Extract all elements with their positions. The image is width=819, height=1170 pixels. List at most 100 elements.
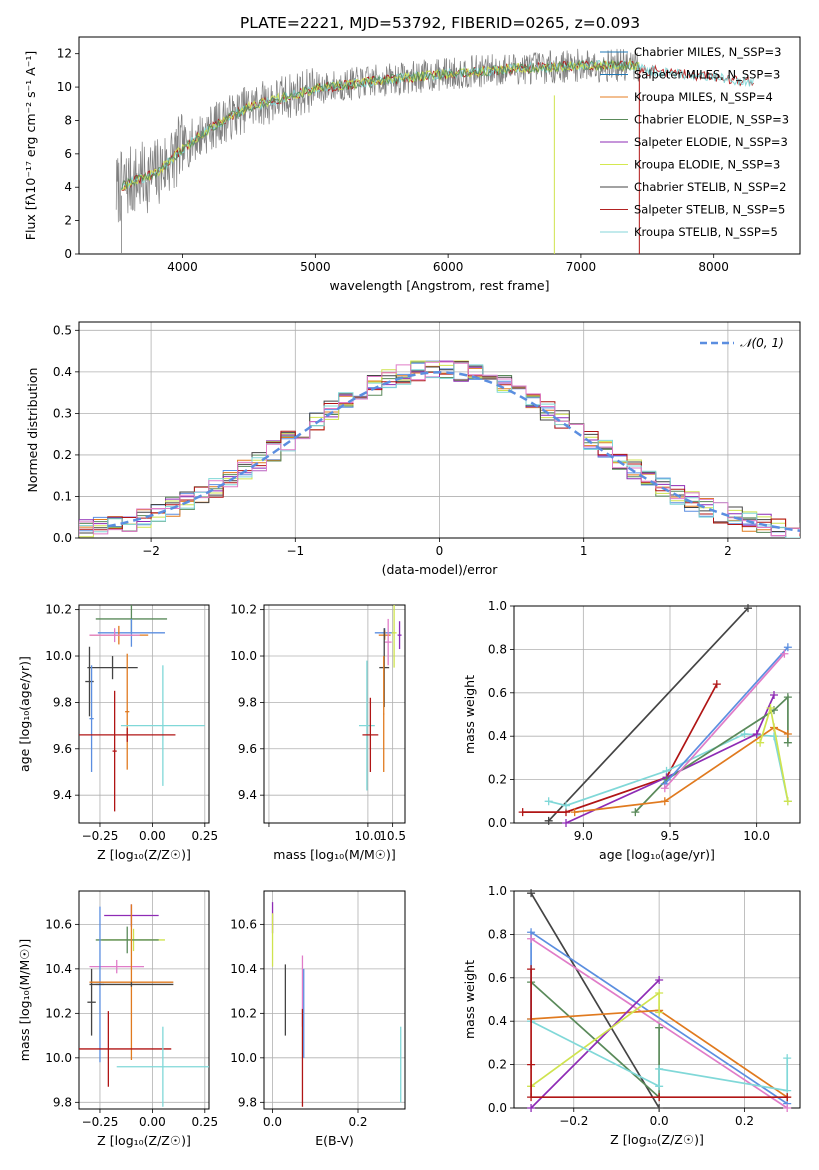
x-tick-label: 10.0 [743, 829, 770, 843]
y-tick-label: 10.0 [230, 649, 257, 663]
y-tick-label: 10.2 [45, 1006, 72, 1020]
weight-series-line [664, 653, 786, 789]
legend-entry: Salpeter MILES, N_SSP=3 [634, 68, 780, 82]
weight-marker [783, 693, 792, 702]
y-tick-label: 10.2 [230, 603, 257, 617]
spectrum-panel: 4000 5000 6000 7000 8000 0 2 4 6 8 10 12 wavelength … [23, 36, 801, 293]
legend-entry: Salpeter STELIB, N_SSP=5 [634, 203, 785, 217]
weight-marker [655, 1093, 664, 1102]
y-tick-label: 9.8 [53, 695, 72, 709]
weight-vs-metallicity-panel: −0.2 0.0 0.2 0.0 0.2 0.4 0.6 0.8 1.0 Z [log₁₀(Z/Z… [462, 884, 801, 1147]
weight-marker [655, 1082, 664, 1091]
x-tick-label: 0.0 [650, 1114, 669, 1128]
x-axis-label: E(B-V) [315, 1133, 354, 1148]
weight-series-line [759, 707, 789, 802]
legend-entry: Chabrier MILES, N_SSP=3 [634, 45, 781, 59]
x-tick-label: 0.25 [191, 829, 218, 843]
weight-series-line [548, 607, 749, 822]
x-tick-label: 9.5 [660, 829, 679, 843]
x-tick-label: 4000 [167, 260, 198, 274]
axes-frame [78, 890, 210, 1110]
y-tick-label: 1.0 [488, 884, 507, 898]
x-tick-label: 2 [724, 544, 732, 558]
y-tick-label: 10.4 [230, 962, 257, 976]
x-axis-label: wavelength [Angstrom, rest frame] [329, 278, 549, 293]
weight-series-line [565, 694, 775, 824]
x-tick-label: 7000 [566, 260, 597, 274]
plot-area [79, 360, 800, 538]
y-tick-label: 0.4 [53, 365, 72, 379]
x-axis-label: Z [log₁₀(Z/Z☉)] [97, 847, 191, 862]
y-tick-label: 10.6 [230, 917, 257, 931]
weight-marker [527, 889, 536, 898]
observed-spectrum [115, 48, 640, 223]
legend-entry: Salpeter ELODIE, N_SSP=3 [634, 135, 788, 149]
x-tick-label: 10.5 [379, 829, 406, 843]
weight-marker [756, 738, 765, 747]
weight-series-line [530, 892, 660, 1109]
weight-marker [631, 808, 640, 817]
y-axis-label: mass weight [462, 675, 477, 754]
y-tick-label: 0.8 [488, 642, 507, 656]
y-tick-label: 0.2 [488, 1058, 507, 1072]
y-tick-label: 8 [64, 113, 72, 127]
y-tick-label: 4 [64, 180, 72, 194]
y-tick-label: 9.8 [238, 1095, 257, 1109]
x-tick-label: 5000 [300, 260, 331, 274]
x-tick-label: 0.25 [191, 1115, 218, 1129]
weight-series-line [664, 646, 789, 785]
y-tick-label: 10.4 [45, 962, 72, 976]
y-tick-label: 0.5 [53, 323, 72, 337]
weight-marker [527, 934, 536, 943]
y-tick-label: 10.0 [45, 649, 72, 663]
model-spectrum [121, 58, 640, 190]
age-vs-metallicity-panel: −0.25 0.00 0.25 9.4 9.6 9.8 10.0 10.2 Z [log₁₀(Z… [17, 603, 218, 862]
x-tick-label: 8000 [698, 260, 729, 274]
weight-marker [783, 797, 792, 806]
y-axis-label: age [log₁₀(age/yr)] [17, 656, 32, 772]
y-tick-label: 0.0 [488, 1101, 507, 1115]
y-tick-label: 0.6 [488, 971, 507, 985]
weight-marker [744, 604, 752, 613]
weight-marker [752, 730, 761, 739]
weight-marker [660, 797, 669, 806]
y-tick-label: 0.0 [488, 816, 507, 830]
x-tick-label: −0.25 [82, 1115, 119, 1129]
y-tick-label: 9.6 [238, 742, 257, 756]
plot-area [79, 904, 209, 1107]
y-tick-label: 2 [64, 214, 72, 228]
histogram-series [79, 360, 800, 538]
weight-marker [783, 738, 792, 747]
y-tick-label: 0.6 [488, 686, 507, 700]
weight-marker [740, 730, 749, 739]
y-tick-label: 12 [57, 47, 72, 61]
axes-frame [513, 890, 801, 1109]
weight-marker [570, 808, 579, 817]
y-tick-label: 1.0 [488, 599, 507, 613]
weight-marker [655, 975, 664, 984]
y-tick-label: 10.0 [45, 1051, 72, 1065]
plot-area [527, 889, 792, 1112]
plot-area [115, 48, 754, 254]
weight-marker [544, 816, 553, 825]
legend-entry: Kroupa ELODIE, N_SSP=3 [634, 158, 780, 172]
y-tick-label: 10 [57, 80, 72, 94]
x-tick-label: 1 [580, 544, 588, 558]
x-axis-label: Z [log₁₀(Z/Z☉)] [97, 1133, 191, 1148]
weight-series-line [522, 683, 718, 813]
normal-curve [107, 371, 800, 532]
y-tick-label: 0.4 [488, 729, 507, 743]
y-tick-label: 0.8 [488, 927, 507, 941]
x-tick-label: −2 [142, 544, 160, 558]
residual-histogram-panel: −2 −1 0 1 2 0.0 0.1 0.2 0.3 0.4 0.5 (data-model)/er… [25, 321, 801, 577]
y-tick-label: 0.3 [53, 406, 72, 420]
legend-entry: 𝒩(0, 1) [740, 336, 784, 350]
x-tick-label: 0.00 [139, 829, 166, 843]
x-tick-label: −0.2 [559, 1114, 588, 1128]
y-tick-label: 10.6 [45, 917, 72, 931]
y-tick-label: 10.2 [230, 1006, 257, 1020]
weight-marker [766, 703, 775, 712]
legend-entry: Kroupa STELIB, N_SSP=5 [634, 225, 778, 239]
